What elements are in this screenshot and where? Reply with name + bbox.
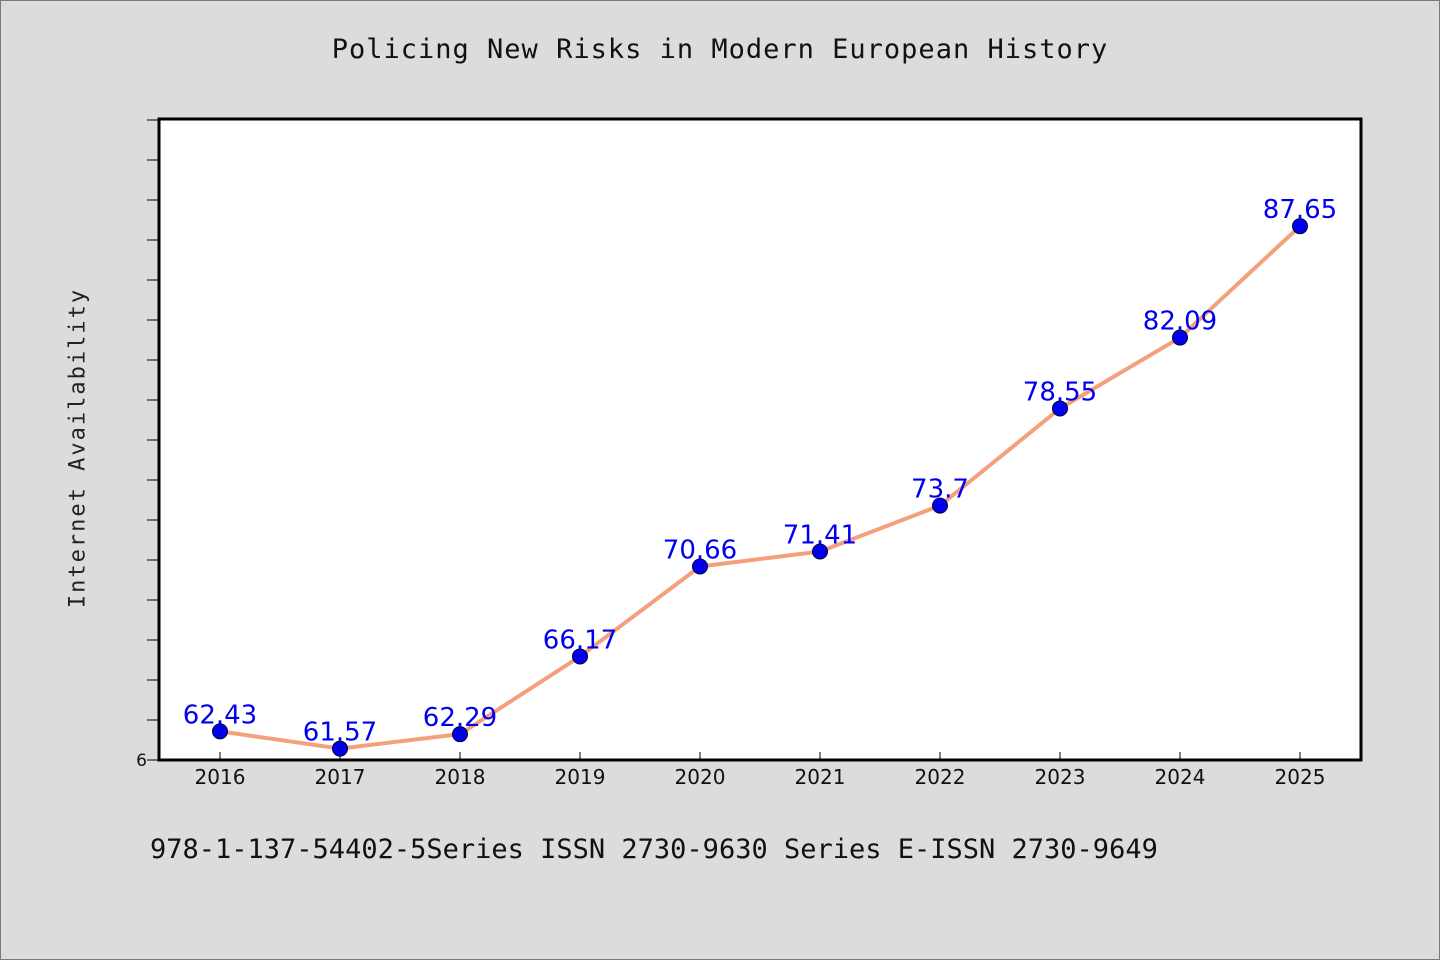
x-axis-ticks: 2016 2017 2018 2019 2020 2021 2022 2023 2024 2025 — [195, 752, 1326, 789]
x-tick-label: 2019 — [555, 765, 606, 789]
data-point — [1052, 400, 1068, 417]
data-label: 62.43 — [183, 700, 257, 730]
plot-area — [157, 117, 1363, 762]
data-label: 62.29 — [423, 703, 497, 733]
data-label: 71.41 — [783, 520, 857, 550]
footer-isbn-issn: 978-1-137-54402-5Series ISSN 2730-9630 S… — [150, 834, 1158, 865]
data-point — [692, 558, 708, 575]
data-label: 66.17 — [543, 625, 617, 655]
series-line — [219, 224, 1302, 751]
x-tick-label: 2021 — [795, 765, 846, 789]
x-tick-label: 2023 — [1035, 765, 1086, 789]
data-point — [1172, 329, 1188, 346]
data-label: 70.66 — [663, 535, 737, 565]
data-label: 61.57 — [303, 718, 377, 748]
data-point — [452, 726, 468, 743]
x-tick-label: 2022 — [915, 765, 966, 789]
x-tick-label: 2025 — [1275, 765, 1326, 789]
data-point — [332, 740, 348, 757]
chart-title: Policing New Risks in Modern European Hi… — [331, 34, 1109, 65]
data-point — [812, 543, 828, 560]
x-tick-label: 2016 — [195, 765, 246, 789]
data-label: 82.09 — [1143, 307, 1217, 337]
y-axis-ticks: 6 — [136, 119, 159, 771]
data-point — [212, 723, 228, 740]
data-label: 73.7 — [911, 475, 969, 505]
x-tick-label: 2017 — [315, 765, 366, 789]
data-point — [932, 497, 948, 514]
x-tick-label: 2018 — [435, 765, 486, 789]
data-point — [572, 648, 588, 665]
data-label: 87.65 — [1263, 195, 1337, 225]
y-tick-label: 6 — [136, 751, 147, 771]
x-tick-label: 2024 — [1155, 765, 1206, 789]
series-group: 62.43 61.57 62.29 66.17 70.66 71.41 73.7 78.55 8… — [183, 195, 1337, 757]
x-tick-label: 2020 — [675, 765, 726, 789]
data-label: 78.55 — [1023, 377, 1097, 407]
data-point — [1292, 218, 1308, 235]
